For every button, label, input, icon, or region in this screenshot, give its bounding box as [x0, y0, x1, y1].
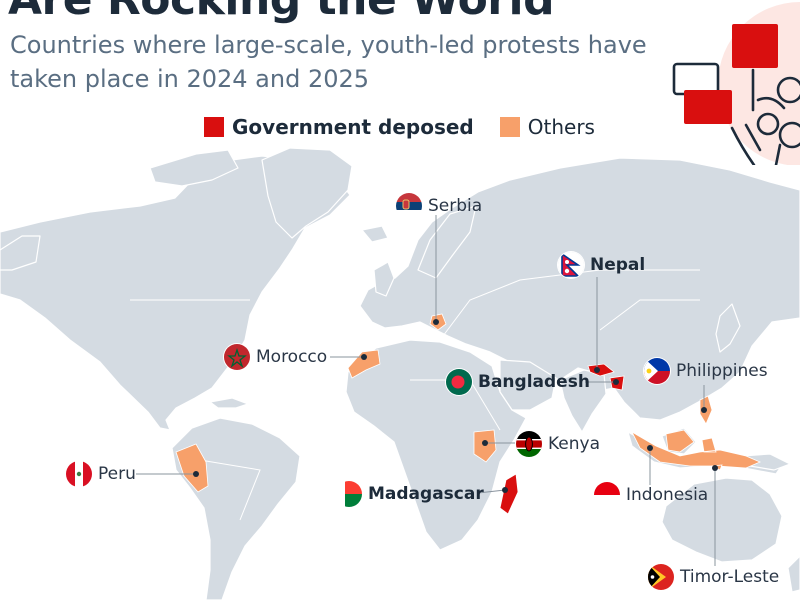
country-name: Serbia [428, 196, 483, 216]
country-label-bangladesh: Bangladesh [446, 368, 590, 396]
nepal-flag-icon [558, 252, 584, 278]
country-label-madagascar: Madagascar [336, 480, 484, 508]
nepal-shape [587, 363, 615, 377]
legend-item-others: Others [499, 115, 595, 139]
kenya-flag-icon [516, 431, 542, 457]
legend-item-deposed: Government deposed [204, 115, 474, 139]
page-subtitle: Countries where large-scale, youth-led p… [10, 31, 647, 93]
country-label-serbia: Serbia [396, 192, 482, 220]
legend-swatch-others [499, 117, 520, 137]
country-name: Philippines [676, 361, 768, 381]
south-america-landmass [171, 417, 301, 600]
serbia-flag-icon [396, 193, 422, 219]
iceland-landmass [361, 225, 389, 243]
country-name: Kenya [548, 434, 601, 454]
country-name: Bangladesh [478, 372, 590, 392]
country-name: Peru [98, 464, 136, 484]
caribbean-islands [209, 397, 249, 409]
legend-swatch-deposed [204, 117, 224, 137]
alaska-landmass [0, 235, 41, 271]
peru-shape [175, 443, 209, 493]
page-title: Are Rocking the World [8, 0, 555, 25]
legend: Government deposed Others [204, 113, 621, 141]
country-label-morocco: Morocco [224, 343, 327, 371]
country-label-peru: Peru [66, 460, 136, 488]
scandinavia-landmass [417, 205, 477, 279]
country-label-philippines: Philippines [644, 357, 768, 385]
madagascar-flag-icon [336, 481, 362, 507]
timor-leste-flag-icon [648, 564, 674, 590]
morocco-shape [347, 349, 381, 379]
country-name: Morocco [256, 347, 328, 367]
country-name: Madagascar [368, 484, 484, 504]
new-zealand-islands [787, 555, 800, 593]
country-label-nepal: Nepal [558, 251, 645, 279]
africa-landmass [345, 339, 527, 551]
country-label-indonesia: Indonesia [594, 481, 708, 509]
country-label-timor-leste: Timor-Leste [648, 563, 779, 591]
country-name: Timor-Leste [680, 567, 780, 587]
greenland-landmass [261, 147, 353, 239]
madagascar-shape [499, 473, 519, 515]
british-isles [373, 261, 395, 297]
arctic-islands [149, 149, 239, 187]
bangladesh-flag-icon [446, 369, 472, 395]
peru-flag-icon [66, 461, 92, 487]
japan-islands [715, 303, 741, 353]
morocco-flag-icon [224, 344, 250, 370]
country-name: Nepal [590, 255, 646, 275]
legend-label-deposed: Government deposed [232, 115, 474, 139]
indonesia-flag-icon [594, 482, 620, 508]
country-label-kenya: Kenya [516, 430, 600, 458]
country-name: Indonesia [626, 485, 709, 505]
australia-landmass [661, 477, 783, 563]
protest-crowd-icon [672, 2, 800, 165]
indonesia-shape [631, 429, 762, 469]
philippines-flag-icon [644, 358, 670, 384]
legend-label-others: Others [527, 115, 595, 139]
